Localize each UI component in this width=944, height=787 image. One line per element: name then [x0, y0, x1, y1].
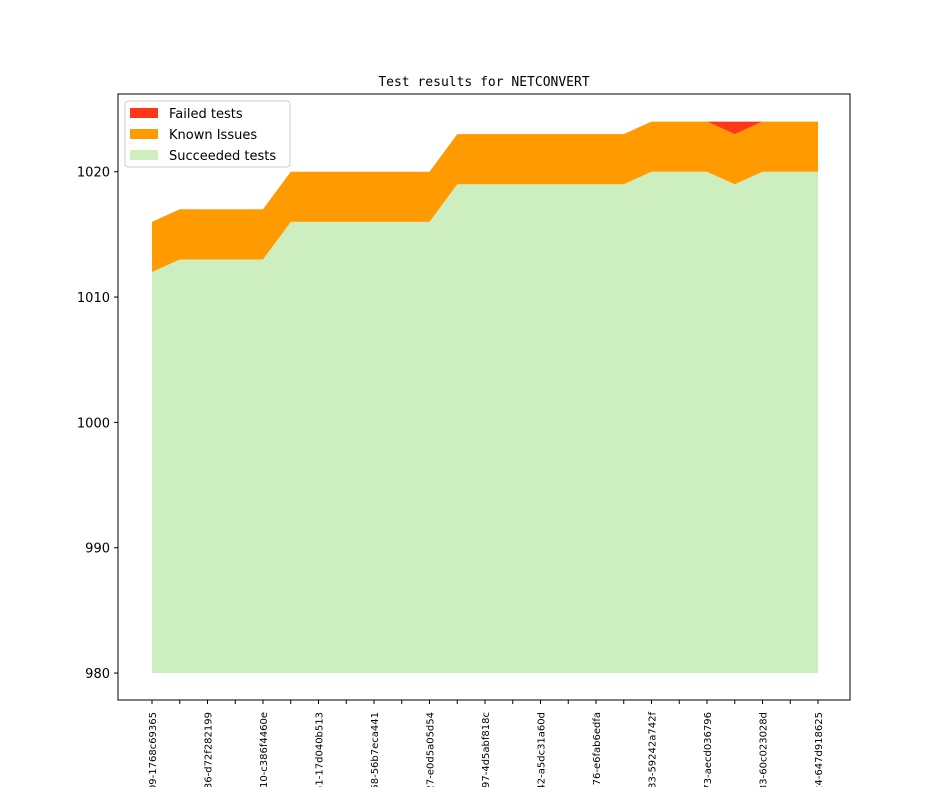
x-tick-label: 58-56b7eca441: [370, 712, 381, 787]
legend-swatch: [130, 129, 158, 139]
x-tick-label: 10-c386f4460e: [259, 712, 270, 787]
legend-label: Succeeded tests: [169, 149, 276, 164]
legend-swatch: [130, 108, 158, 118]
legend-box: [124, 100, 291, 168]
area: [152, 121, 818, 272]
y-tick-label: 1000: [77, 416, 110, 431]
legend-label: Failed tests: [169, 107, 243, 122]
y-tick-label: 980: [85, 667, 110, 682]
x-tick-label: 24-647d918625: [814, 712, 825, 787]
legend: Failed tests Known Issues Succeeded tests: [124, 100, 291, 168]
x-tick-label: 51-17d040b513: [315, 712, 326, 787]
x-tick-label: 97-4d5abf818c: [481, 712, 492, 787]
x-tick-label: 36-d72f282199: [204, 712, 215, 787]
x-tick-label: 09-1768c69365: [148, 712, 159, 787]
x-tick-label: 33-59242a742f: [648, 712, 659, 787]
x-tick-label: 27-e0d5a05d54: [426, 712, 437, 787]
legend-swatch: [130, 150, 158, 160]
legend-label: Known Issues: [169, 128, 257, 143]
y-tick-label: 1010: [77, 291, 110, 306]
x-tick-label: 42-a5dc31a60d: [537, 712, 548, 787]
area: [152, 171, 818, 674]
chart-title: Test results for NETCONVERT: [378, 75, 589, 90]
x-tick-label: 73-aecd036796: [703, 712, 714, 787]
x-tick-label: 33-60c023028d: [759, 712, 770, 787]
plot-frame: [117, 93, 851, 701]
x-tick-label: 76-e6fab6edfa: [592, 712, 603, 785]
y-tick-label: 990: [85, 542, 110, 557]
y-tick-label: 1020: [77, 166, 110, 181]
